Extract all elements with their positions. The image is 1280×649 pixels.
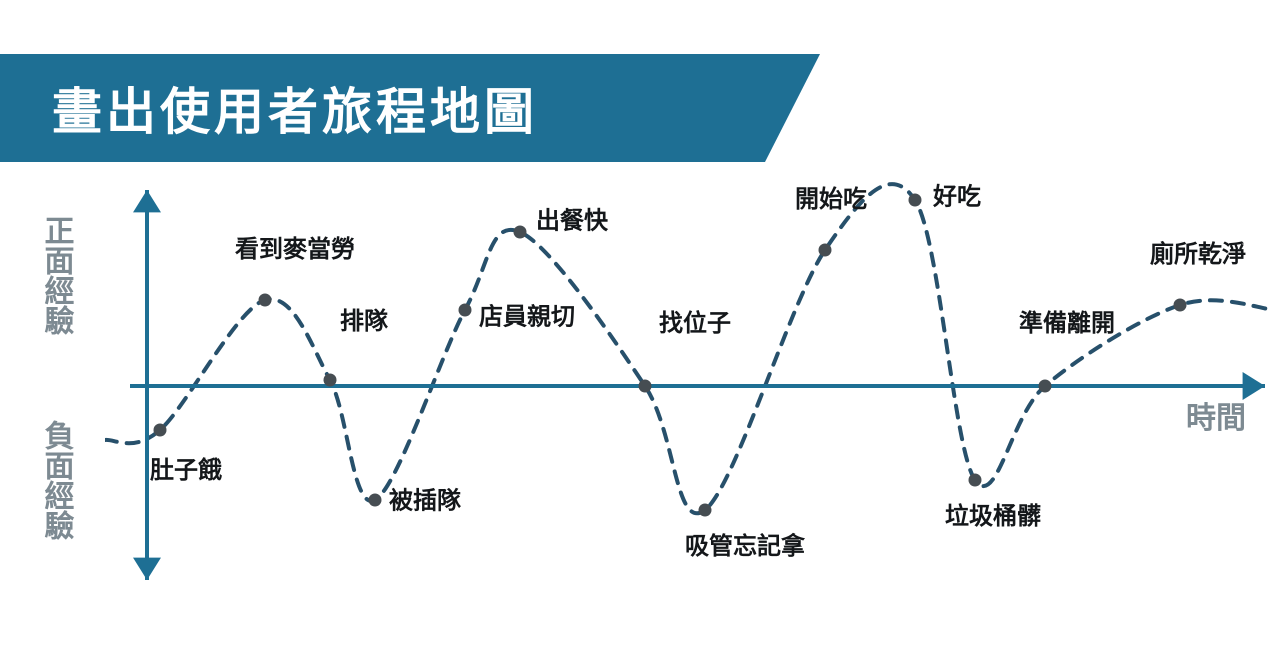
journey-point-label: 吸管忘記拿: [685, 526, 805, 561]
title-banner: 畫出使用者旅程地圖: [0, 54, 538, 162]
journey-point-label: 開始吃: [795, 179, 867, 214]
banner-title: 畫出使用者旅程地圖: [52, 72, 538, 144]
y-axis-negative-label: 負面經驗: [38, 420, 73, 540]
journey-point-label: 看到麥當勞: [235, 229, 355, 264]
journey-point-label: 找位子: [659, 303, 731, 338]
journey-point-label: 廁所乾淨: [1150, 234, 1246, 269]
journey-point-label: 垃圾桶髒: [945, 496, 1041, 531]
journey-point-label: 排隊: [340, 301, 388, 336]
journey-point-label: 肚子餓: [150, 450, 222, 485]
y-axis-positive-label: 正面經驗: [38, 215, 73, 335]
journey-point-label: 準備離開: [1019, 303, 1115, 338]
journey-chart: 肚子餓 看到麥當勞排隊被插隊 店員親切 出餐快找位子吸管忘記拿 開始吃 好吃垃圾桶髒 準備離…: [105, 180, 1275, 620]
journey-point-label: 出餐快: [536, 201, 608, 236]
journey-point-label: 店員親切: [479, 297, 575, 332]
journey-point-label: 被插隊: [389, 481, 461, 516]
journey-point-label: 好吃: [933, 177, 981, 212]
